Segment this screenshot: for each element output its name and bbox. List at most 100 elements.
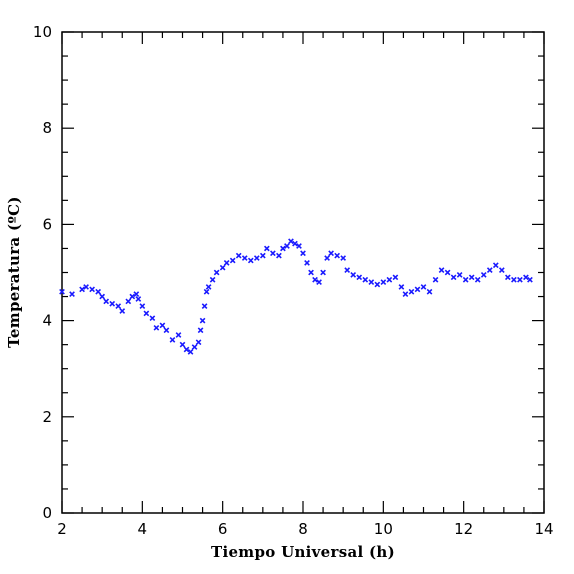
data-point — [205, 284, 212, 290]
axis-ticks — [61, 31, 545, 514]
data-point — [504, 274, 511, 281]
data-point — [324, 255, 330, 261]
data-point — [292, 240, 298, 247]
data-point — [344, 267, 351, 273]
data-point — [235, 252, 242, 259]
data-point — [462, 276, 469, 283]
data-point — [328, 250, 334, 257]
data-point — [362, 276, 369, 283]
data-point — [334, 252, 341, 259]
y-tick-labels: 0 2 4 6 8 10 — [33, 23, 52, 522]
data-point — [380, 279, 387, 285]
x-tick-label: 4 — [138, 520, 148, 538]
data-point — [259, 252, 266, 259]
data-point — [59, 288, 65, 295]
data-point — [175, 332, 182, 338]
data-point — [450, 274, 457, 281]
x-tick-label: 10 — [374, 520, 393, 538]
y-tick-label: 0 — [42, 504, 52, 522]
data-point — [197, 327, 204, 334]
data-point — [374, 281, 381, 288]
data-point — [153, 324, 160, 331]
data-point — [288, 238, 294, 245]
x-tick-label: 12 — [454, 520, 473, 538]
data-point — [402, 291, 409, 298]
data-point — [414, 286, 421, 293]
data-point — [304, 260, 310, 266]
data-point — [125, 298, 132, 305]
data-point — [312, 276, 318, 283]
data-point — [99, 293, 106, 300]
data-point — [386, 276, 393, 283]
data-point — [492, 262, 499, 269]
data-point — [456, 272, 463, 278]
x-tick-label: 2 — [57, 520, 67, 538]
data-point — [169, 336, 176, 343]
data-point — [159, 322, 166, 329]
data-point — [474, 276, 481, 283]
data-point — [83, 284, 89, 290]
data-point — [223, 260, 230, 266]
plot-frame — [61, 31, 545, 514]
x-axis-title: Tiempo Universal (h) — [211, 543, 395, 561]
data-point — [79, 286, 85, 293]
x-tick-label: 6 — [218, 520, 228, 538]
data-point — [209, 276, 216, 283]
data-point — [498, 267, 505, 273]
data-point — [420, 284, 427, 290]
data-point — [284, 243, 290, 249]
data-point — [480, 272, 487, 278]
data-point — [199, 317, 206, 324]
data-point — [89, 286, 95, 293]
data-point — [392, 274, 399, 281]
data-point — [276, 252, 282, 259]
y-tick-label: 4 — [42, 312, 52, 330]
data-point — [527, 276, 533, 283]
x-tick-labels: 2 4 6 8 10 12 14 — [57, 520, 553, 538]
y-tick-label: 2 — [42, 408, 52, 426]
data-point — [133, 291, 140, 298]
data-point — [195, 339, 202, 346]
data-point — [213, 269, 220, 276]
data-point — [191, 344, 198, 350]
data-point — [280, 245, 286, 252]
data-points — [59, 238, 533, 355]
data-point — [163, 327, 170, 334]
data-point — [119, 308, 126, 314]
data-point — [69, 291, 75, 298]
x-tick-label: 8 — [298, 520, 308, 538]
data-point — [432, 276, 439, 283]
data-point — [308, 269, 314, 276]
data-point — [426, 288, 433, 295]
data-point — [139, 303, 146, 310]
data-point — [201, 303, 208, 310]
y-tick-label: 10 — [33, 23, 52, 41]
x-tick-label: 14 — [534, 520, 553, 538]
data-point — [356, 274, 363, 281]
data-point — [296, 243, 302, 249]
data-point — [247, 257, 254, 264]
data-point — [408, 288, 415, 295]
data-point — [135, 296, 142, 302]
data-point — [241, 255, 248, 261]
data-point — [203, 288, 210, 295]
data-point — [511, 276, 517, 283]
data-point — [187, 348, 194, 355]
data-point — [115, 303, 122, 310]
data-point — [523, 274, 529, 281]
data-point — [340, 255, 347, 261]
data-point — [300, 250, 306, 257]
data-point — [229, 257, 236, 264]
data-point — [129, 293, 136, 300]
data-point — [109, 300, 116, 307]
data-point — [270, 250, 276, 257]
data-point — [517, 276, 523, 283]
data-point — [143, 310, 150, 317]
data-point — [438, 267, 445, 273]
data-point — [253, 255, 260, 261]
y-axis-title: Temperatura (ºC) — [5, 196, 23, 348]
data-point — [95, 288, 102, 295]
data-point — [103, 298, 110, 305]
data-point — [486, 267, 493, 273]
